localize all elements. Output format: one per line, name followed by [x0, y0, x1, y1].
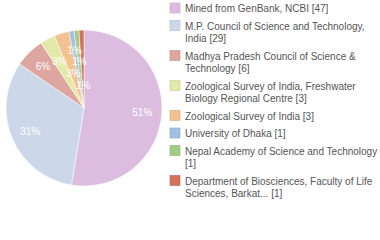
- legend-item: Mined from GenBank, NCBI [47]: [170, 3, 329, 14]
- chart: 51%31%6%3%3%1%1%1%Mined from GenBank, NC…: [0, 0, 380, 240]
- legend-item: M.P. Council of Science and Technology, …: [170, 20, 367, 44]
- legend-item: Madhya Pradesh Council of Science & Tech…: [170, 50, 358, 74]
- pie-slice: [71, 30, 162, 186]
- legend-item: Department of Biosciences, Faculty of Li…: [170, 175, 375, 199]
- data-label: 3%: [52, 56, 67, 67]
- legend-swatch: [170, 3, 180, 13]
- legend-swatch: [170, 146, 180, 156]
- legend-label: Zoological Survey of India, Freshwater B…: [185, 80, 358, 104]
- data-label: 6%: [36, 61, 51, 72]
- legend: Mined from GenBank, NCBI [47] M.P. Counci…: [170, 3, 380, 199]
- legend-item: Nepal Academy of Science and Technology …: [170, 145, 380, 169]
- data-label: 31%: [20, 126, 40, 137]
- legend-swatch: [170, 128, 180, 138]
- pie: [6, 30, 162, 186]
- legend-swatch: [170, 81, 180, 91]
- legend-label: Mined from GenBank, NCBI [47]: [185, 3, 329, 14]
- legend-swatch: [170, 176, 180, 186]
- legend-swatch: [170, 51, 180, 61]
- data-label: 1%: [76, 80, 91, 91]
- legend-item: University of Dhaka [1]: [170, 128, 286, 139]
- data-label: 1%: [72, 56, 87, 67]
- legend-label: Madhya Pradesh Council of Science & Tech…: [185, 50, 358, 74]
- data-label: 51%: [132, 107, 152, 118]
- legend-label: Nepal Academy of Science and Technology …: [185, 145, 380, 169]
- data-label: 1%: [67, 45, 82, 56]
- legend-swatch: [170, 111, 180, 121]
- legend-label: M.P. Council of Science and Technology, …: [185, 20, 367, 44]
- legend-swatch: [170, 21, 180, 31]
- legend-label: University of Dhaka [1]: [185, 128, 286, 139]
- legend-item: Zoological Survey of India [3]: [170, 110, 314, 121]
- data-label: 3%: [66, 68, 81, 79]
- legend-label: Department of Biosciences, Faculty of Li…: [185, 175, 375, 199]
- legend-item: Zoological Survey of India, Freshwater B…: [170, 80, 358, 104]
- data-labels: 51%31%6%3%3%1%1%1%: [20, 45, 152, 137]
- legend-label: Zoological Survey of India [3]: [185, 110, 314, 121]
